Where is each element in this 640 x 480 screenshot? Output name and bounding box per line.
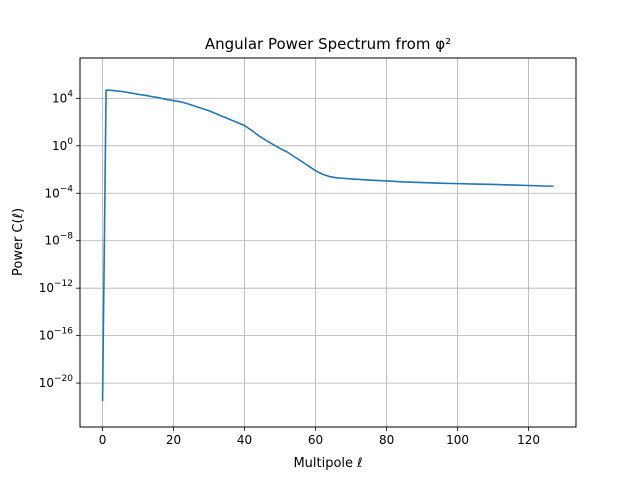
x-tick-label: 40 [237, 433, 252, 447]
chart-title: Angular Power Spectrum from φ² [205, 35, 451, 53]
y-tick-label: 10−20 [39, 374, 74, 390]
y-tick-label: 10−12 [39, 279, 73, 295]
x-tick-label: 0 [99, 433, 107, 447]
plot-frame [79, 57, 577, 428]
y-tick-label: 104 [52, 89, 73, 105]
grid-layer [80, 58, 576, 427]
x-tick-label: 100 [446, 433, 469, 447]
y-tick-label: 10−16 [39, 327, 74, 343]
series-layer [101, 89, 554, 402]
x-tick-label: 120 [517, 433, 540, 447]
y-axis-label: Power C(ℓ) [11, 208, 26, 276]
y-tick-label: 10−4 [44, 184, 73, 200]
x-axis-label: Multipole ℓ [293, 456, 362, 471]
series-line-power [101, 89, 554, 402]
tick-layer: 0 20 40 60 80 100 120 10−20 10−16 10−12 10−8 10−4 10… [39, 89, 540, 447]
x-tick-label: 20 [166, 433, 181, 447]
x-tick-label: 60 [308, 433, 323, 447]
y-tick-label: 10−8 [44, 232, 73, 248]
y-tick-label: 100 [52, 137, 73, 153]
x-tick-label: 80 [379, 433, 394, 447]
